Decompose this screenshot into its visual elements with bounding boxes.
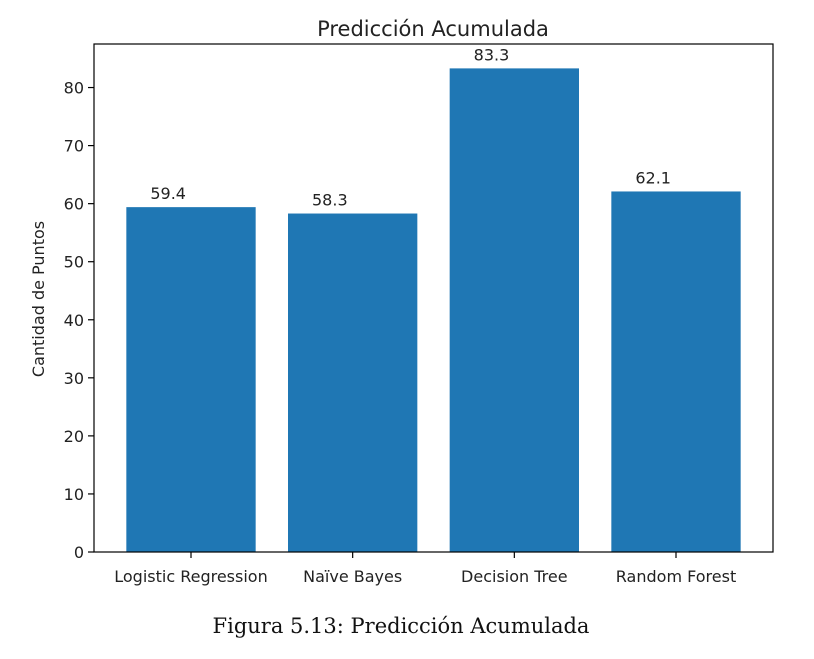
bar — [126, 207, 256, 552]
y-axis-label: Cantidad de Puntos — [29, 221, 48, 377]
bar — [611, 191, 741, 552]
y-tick-label: 50 — [64, 253, 84, 272]
plot-frame — [93, 43, 774, 553]
y-tick-label: 80 — [64, 79, 84, 98]
y-tick-label: 0 — [74, 543, 84, 562]
x-tick-label: Naïve Bayes — [303, 567, 402, 586]
bar-value-label: 83.3 — [474, 45, 510, 64]
y-tick-label: 60 — [64, 195, 84, 214]
bar-value-label: 59.4 — [150, 184, 186, 203]
y-axis-ticks: 0 10 20 30 40 50 60 70 80 — [64, 79, 94, 562]
y-tick-label: 40 — [64, 311, 84, 330]
y-tick-label: 20 — [64, 427, 84, 446]
bar-value-label: 58.3 — [312, 191, 348, 210]
x-tick-label: Decision Tree — [461, 567, 568, 586]
figure-caption: Figura 5.13: Predicción Acumulada — [212, 614, 590, 638]
bar-chart: Predicción Acumulada Cantidad de Puntos … — [29, 17, 774, 586]
chart-title: Predicción Acumulada — [317, 17, 549, 41]
bars: 59.4 58.3 83.3 62.1 — [126, 45, 741, 552]
bar — [449, 68, 579, 552]
y-tick-label: 10 — [64, 485, 84, 504]
y-tick-label: 30 — [64, 369, 84, 388]
y-tick-label: 70 — [64, 137, 84, 156]
x-tick-label: Logistic Regression — [114, 567, 267, 586]
bar-value-label: 62.1 — [635, 168, 671, 187]
bar — [288, 213, 418, 552]
x-tick-label: Random Forest — [616, 567, 736, 586]
x-axis-tick-labels: Logistic Regression Naïve Bayes Decision T… — [114, 552, 736, 586]
